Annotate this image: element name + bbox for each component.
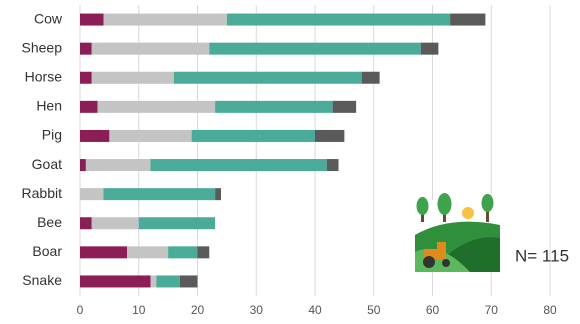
y-tick-label: Bee bbox=[37, 214, 62, 230]
bar-segment bbox=[362, 71, 380, 84]
bar-segment bbox=[215, 188, 221, 201]
bar-segment bbox=[326, 159, 339, 172]
bar-segment bbox=[138, 217, 216, 230]
bar-segment bbox=[80, 71, 92, 84]
x-tick-label: 80 bbox=[543, 303, 557, 317]
bar-segment bbox=[127, 246, 169, 259]
y-tick-label: Rabbit bbox=[22, 185, 63, 201]
bar-segment bbox=[168, 246, 198, 259]
bar-segment bbox=[156, 275, 180, 288]
bar-segment bbox=[420, 42, 439, 55]
bar-segment bbox=[226, 13, 451, 26]
bar-segment bbox=[85, 159, 151, 172]
x-tick-label: 10 bbox=[132, 303, 146, 317]
bar-segment bbox=[91, 42, 210, 55]
bar-segment bbox=[80, 188, 104, 201]
y-tick-label: Hen bbox=[36, 98, 62, 114]
bar-segment bbox=[315, 129, 345, 142]
bar-segment bbox=[80, 246, 127, 259]
bar-segment bbox=[97, 100, 216, 113]
bar-segment bbox=[103, 188, 216, 201]
bar-segment bbox=[80, 159, 86, 172]
x-tick-label: 70 bbox=[485, 303, 499, 317]
bar-segment bbox=[150, 159, 327, 172]
x-tick-label: 30 bbox=[250, 303, 264, 317]
bar-segment bbox=[179, 275, 198, 288]
bar-segment bbox=[80, 13, 104, 26]
x-tick-label: 20 bbox=[191, 303, 205, 317]
x-tick-label: 50 bbox=[367, 303, 381, 317]
bar-segment bbox=[91, 71, 174, 84]
bar-segment bbox=[103, 13, 227, 26]
bar-segment bbox=[450, 13, 486, 26]
bar-segment bbox=[109, 129, 192, 142]
bar-segment bbox=[215, 100, 333, 113]
bar-segment bbox=[80, 217, 92, 230]
x-tick-label: 0 bbox=[77, 303, 84, 317]
y-tick-label: Goat bbox=[32, 156, 62, 172]
y-tick-label: Sheep bbox=[22, 39, 63, 55]
y-tick-label: Pig bbox=[42, 127, 62, 143]
bar-segment bbox=[80, 129, 110, 142]
x-tick-label: 60 bbox=[426, 303, 440, 317]
bar-segment bbox=[209, 42, 421, 55]
bar-segment bbox=[150, 275, 157, 288]
bar-segment bbox=[80, 275, 151, 288]
bar-segment bbox=[174, 71, 362, 84]
annotation: N= 115 bbox=[515, 246, 569, 265]
y-tick-label: Snake bbox=[22, 272, 62, 288]
plot: 0 10 20 30 40 50 60 70 80 Cow Sheep Horse Hen Pig Goat… bbox=[22, 5, 557, 317]
y-tick-label: Boar bbox=[32, 243, 62, 259]
y-tick-label: Horse bbox=[25, 68, 63, 84]
bar-segment bbox=[80, 42, 92, 55]
bar-segment bbox=[197, 246, 210, 259]
bar-segment bbox=[91, 217, 139, 230]
farm-icon bbox=[415, 193, 500, 272]
x-tick-label: 40 bbox=[308, 303, 322, 317]
bar-segment bbox=[191, 129, 315, 142]
bar-segment bbox=[332, 100, 357, 113]
y-tick-label: Cow bbox=[34, 10, 63, 26]
bar-segment bbox=[80, 100, 98, 113]
